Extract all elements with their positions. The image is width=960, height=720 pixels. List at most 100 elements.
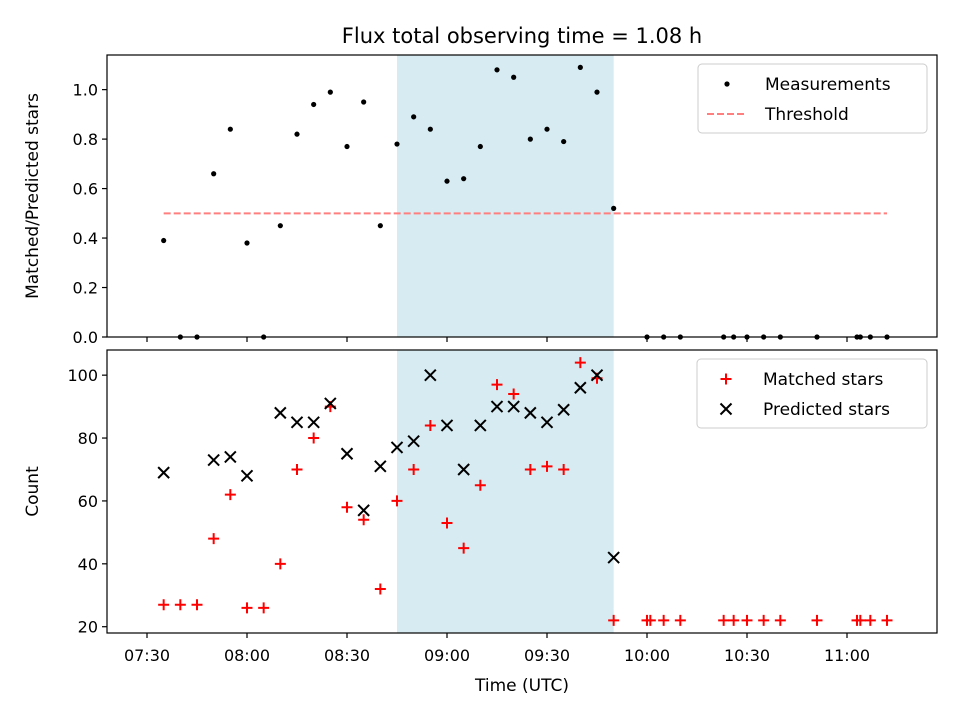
matched-star-point: [758, 614, 770, 626]
predicted-star-point: [307, 416, 320, 429]
predicted-star-point: [207, 453, 220, 467]
matched-star-point: [644, 614, 656, 626]
y-tick-label: 0.8: [73, 130, 98, 149]
matched-star-point: [374, 583, 386, 595]
x-tick-label: 08:00: [224, 646, 270, 665]
predicted-star-point: [390, 441, 404, 454]
x-tick-label: 11:00: [824, 646, 870, 665]
top-y-axis-label: Matched/Predicted stars: [23, 93, 43, 299]
matched-star-point: [258, 602, 270, 614]
measurement-point: [327, 89, 333, 95]
y-tick-label: 0.2: [73, 279, 98, 298]
top-legend-box: [697, 63, 928, 134]
matched-star-point: [720, 373, 732, 385]
predicted-star-point: [507, 400, 520, 413]
y-tick-label: 0.0: [73, 328, 98, 347]
measurement-point: [444, 178, 450, 184]
matched-star-point: [391, 495, 403, 507]
predicted-star-point: [607, 551, 620, 564]
predicted-star-point: [540, 416, 554, 429]
matched-star-point: [774, 614, 786, 626]
predicted-star-point: [290, 416, 304, 429]
y-tick-label: 60: [78, 492, 98, 511]
y-tick-label: 0.4: [73, 229, 98, 248]
predicted-star-point: [340, 447, 354, 460]
matched-star-point: [308, 432, 320, 444]
matched-star-point: [524, 463, 536, 475]
measurement-point: [477, 143, 483, 150]
x-tick-label: 10:30: [724, 646, 770, 665]
matched-star-point: [241, 602, 253, 614]
predicted-star-point: [719, 402, 733, 416]
x-tick-label: 10:00: [624, 646, 670, 665]
matched-star-point: [854, 614, 866, 626]
matched-star-point: [274, 558, 286, 570]
measurement-point: [161, 237, 167, 244]
measurement-point: [227, 126, 233, 132]
bottom-y-axis-label: Count: [23, 466, 43, 517]
predicted-star-point: [557, 403, 570, 416]
y-tick-label: 0.6: [73, 180, 98, 199]
predicted-star-point: [357, 504, 370, 517]
predicted-star-point: [574, 381, 587, 394]
predicted-star-point: [407, 434, 420, 448]
matched-star-point: [158, 599, 170, 611]
y-tick-label: 20: [78, 618, 98, 637]
legend-predicted-stars-label: Predicted stars: [763, 400, 890, 420]
highlight-span-bottom: [397, 350, 614, 633]
matched-star-point: [811, 614, 823, 626]
x-tick-label: 08:30: [324, 646, 370, 665]
bottom-plot-area: [157, 357, 893, 626]
predicted-star-point: [274, 406, 287, 420]
matched-star-point: [741, 614, 753, 626]
measurement-point: [344, 143, 350, 150]
y-tick-label: 80: [78, 429, 98, 448]
measurement-point: [594, 89, 600, 95]
predicted-star-point: [374, 460, 387, 473]
top-x-ticks: [146, 337, 848, 342]
measurement-point: [377, 223, 383, 229]
matched-star-point: [441, 517, 453, 529]
matched-star-point: [558, 463, 570, 475]
matched-star-point: [191, 599, 203, 611]
measurement-point: [394, 141, 400, 147]
matched-star-point: [174, 599, 186, 611]
measurement-point: [611, 205, 617, 211]
matched-star-point: [358, 514, 370, 526]
predicted-star-point: [240, 469, 254, 482]
matched-star-point: [508, 388, 520, 400]
matched-star-point: [424, 419, 436, 431]
y-tick-label: 100: [67, 366, 98, 385]
measurement-point: [427, 126, 433, 132]
matched-star-point: [541, 460, 553, 472]
matched-star-point: [408, 463, 420, 475]
matched-star-point: [728, 614, 740, 626]
bottom-axes-frame: [106, 349, 938, 634]
predicted-star-point: [590, 368, 604, 382]
matched-star-point: [658, 614, 670, 626]
legend-matched-stars-marker: [720, 373, 732, 385]
highlight-span-top: [397, 55, 614, 337]
x-axis-label: Time (UTC): [474, 676, 569, 696]
predicted-star-point: [457, 463, 470, 476]
measurement-point: [527, 136, 533, 142]
matched-star-point: [674, 614, 686, 626]
matched-star-point: [208, 533, 220, 545]
top-axes-frame: [106, 54, 938, 338]
predicted-star-point: [440, 419, 454, 432]
measurement-point: [211, 171, 217, 177]
bottom-y-ticks: 20 40 60 80 100: [67, 366, 107, 637]
bottom-legend-box: [696, 358, 928, 429]
y-tick-label: 1.0: [73, 81, 98, 100]
x-tick-label: 09:30: [524, 646, 570, 665]
measurement-point: [277, 223, 283, 229]
legend-matched-stars-label: Matched stars: [763, 370, 883, 390]
bottom-x-ticks: 07:30 08:00 08:30 09:00 09:30 10:00 10:30 11:00: [124, 633, 870, 665]
top-panel: 0.0 0.2 0.4 0.6 0.8 1.0 Matched/Predicted sta…: [23, 54, 938, 347]
legend-threshold-label: Threshold: [764, 105, 849, 125]
bottom-panel: 20 40 60 80 100 07:30 08:00 08:30 09:00 09:30 10:…: [23, 349, 938, 696]
matched-star-point: [491, 379, 503, 391]
predicted-star-point: [424, 368, 437, 382]
matched-star-point: [474, 479, 486, 491]
